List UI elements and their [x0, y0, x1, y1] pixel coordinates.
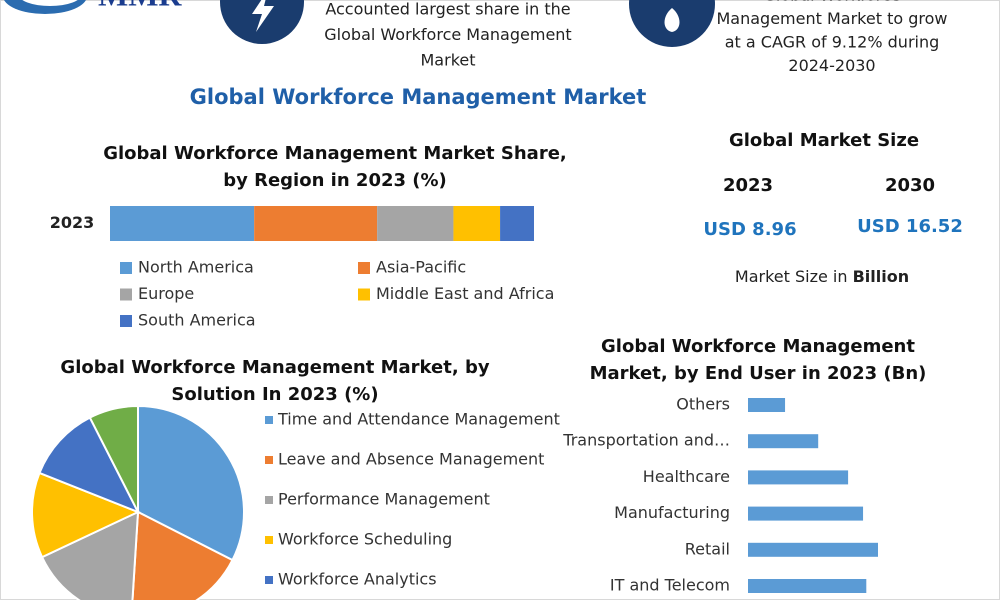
bar-segment	[254, 206, 378, 241]
chart-title: Global Workforce Management Market Share…	[103, 143, 567, 164]
legend-label: Workforce Scheduling	[278, 530, 452, 549]
market-year: 2023	[723, 175, 773, 196]
legend-swatch	[265, 416, 273, 424]
unit: Billion	[853, 267, 910, 286]
unit-text: Market Size in	[735, 267, 848, 286]
legend-swatch	[120, 315, 132, 327]
header-text: Global Workforce	[764, 0, 901, 5]
category-label: Retail	[685, 539, 730, 558]
category-label: Transportation and…	[562, 431, 730, 450]
bar-segment	[453, 206, 501, 241]
category-label: 2023	[50, 213, 95, 232]
bar-segment	[110, 206, 255, 241]
legend-label: Middle East and Africa	[376, 284, 554, 303]
header-text: 2024-2030	[788, 56, 875, 75]
pie-slice	[38, 416, 141, 514]
header-text: Global Workforce Management	[324, 25, 571, 44]
icon-bolt	[252, 0, 274, 32]
market-unit-note: Market Size in Billion	[735, 267, 909, 286]
legend-label: Leave and Absence Management	[278, 450, 544, 469]
legend-label: Asia-Pacific	[376, 258, 466, 277]
legend-swatch	[265, 536, 273, 544]
legend-swatch	[265, 496, 273, 504]
bar	[748, 506, 864, 521]
category-label: Manufacturing	[614, 503, 730, 522]
market-value: USD 8.96	[703, 219, 796, 240]
chart-title: Global Workforce Management	[601, 336, 915, 357]
legend-swatch	[120, 288, 132, 301]
main-title: Global Workforce Management Market	[190, 85, 647, 109]
chart-title: Solution In 2023 (%)	[171, 384, 378, 405]
legend-swatch	[358, 288, 370, 301]
bar-segment	[377, 206, 454, 241]
legend-swatch	[358, 262, 370, 274]
logo-swoosh-inner	[22, 0, 78, 6]
pie-slice	[31, 471, 141, 559]
market-value: USD 16.52	[857, 216, 963, 237]
bar	[748, 470, 849, 485]
bar	[748, 542, 878, 557]
category-label: Others	[676, 395, 730, 414]
legend-swatch	[265, 576, 273, 584]
bar	[748, 434, 819, 449]
header-text: Management Market to grow	[717, 9, 948, 28]
market-size-title: Global Market Size	[729, 130, 919, 151]
legend-label: Time and Attendance Management	[277, 410, 560, 429]
legend-label: North America	[138, 258, 254, 277]
header-text: at a CAGR of 9.12% during	[725, 33, 940, 52]
icon-flame	[664, 8, 680, 32]
category-label: IT and Telecom	[610, 576, 730, 595]
legend-label: South America	[138, 311, 256, 330]
pie-slice	[88, 404, 139, 513]
header-text: Accounted largest share in the	[325, 0, 570, 19]
category-label: Healthcare	[643, 467, 730, 486]
bar	[748, 579, 867, 593]
legend-label: Workforce Analytics	[278, 570, 437, 589]
chart-title: by Region in 2023 (%)	[223, 170, 447, 191]
legend-swatch	[265, 456, 273, 464]
legend-swatch	[120, 262, 132, 274]
bar	[748, 398, 786, 412]
bar-segment	[500, 206, 534, 241]
market-year: 2030	[885, 175, 935, 196]
header-text: Market	[421, 51, 476, 70]
pie-slice	[137, 404, 245, 562]
logo-text: MMR	[98, 0, 182, 12]
pie-slice	[131, 510, 234, 600]
chart-title: Global Workforce Management Market, by	[60, 357, 489, 378]
legend-label: Europe	[138, 284, 194, 303]
legend-label: Performance Management	[278, 490, 490, 509]
chart-title: Market, by End User in 2023 (Bn)	[590, 363, 927, 384]
